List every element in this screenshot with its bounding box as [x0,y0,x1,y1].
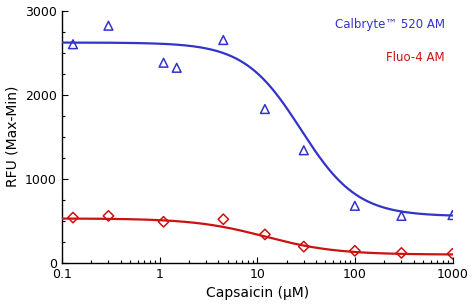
Point [261,106,269,111]
X-axis label: Capsaicin (μM): Capsaicin (μM) [206,286,309,300]
Point [300,148,308,153]
Point [219,217,227,222]
Point [261,232,269,237]
Point [219,38,227,43]
Y-axis label: RFU (Max-Min): RFU (Max-Min) [6,86,19,188]
Text: Fluo-4 AM: Fluo-4 AM [386,51,445,64]
Text: Calbryte™ 520 AM: Calbryte™ 520 AM [335,18,445,31]
Point [398,214,405,218]
Point [69,42,77,47]
Point [160,60,167,65]
Point [160,219,167,224]
Point [105,23,112,28]
Point [351,203,359,208]
Point [351,248,359,253]
Point [173,65,181,70]
Point [449,213,456,218]
Point [398,251,405,256]
Point [69,215,77,220]
Point [300,244,308,249]
Point [105,214,112,218]
Point [449,251,456,256]
